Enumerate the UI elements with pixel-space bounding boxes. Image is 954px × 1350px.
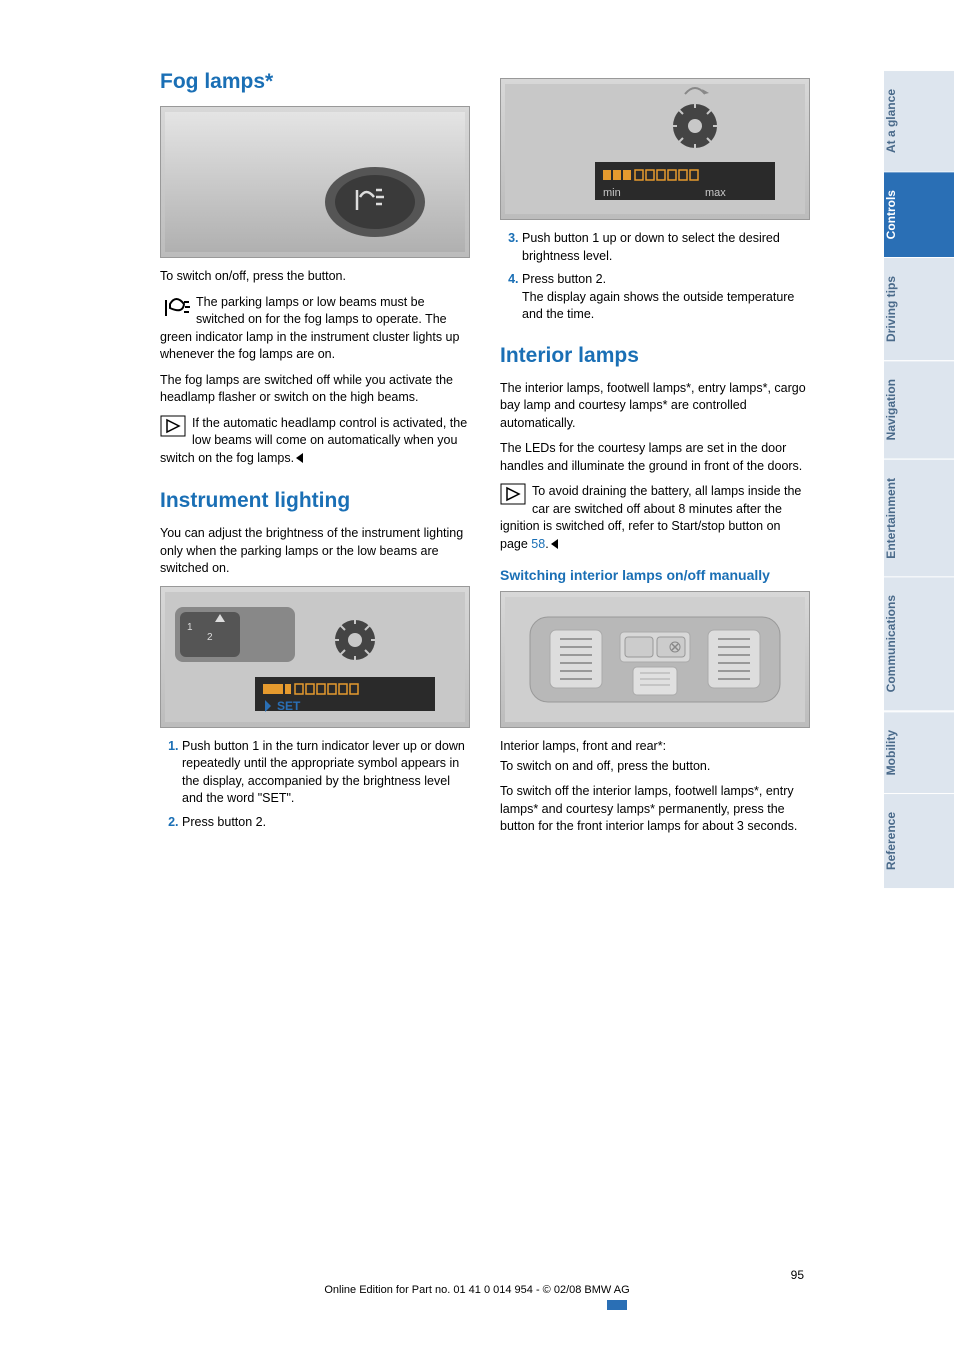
text-adjust-brightness: You can adjust the brightness of the ins… [160,525,470,578]
text-interior-front-rear: Interior lamps, front and rear*: [500,738,810,756]
page: At a glance Controls Driving tips Naviga… [0,0,954,1350]
page-footer: 95 Online Edition for Part no. 01 41 0 0… [0,1268,954,1310]
page-number: 95 [0,1268,954,1282]
tab-at-a-glance[interactable]: At a glance [884,70,954,171]
step-4a-text: Press button 2. [522,272,606,286]
tab-controls[interactable]: Controls [884,171,954,257]
step-3-text: Push button 1 up or down to select the d… [522,231,780,263]
list-instrument-steps-b: Push button 1 up or down to select the d… [500,230,810,324]
figure-instrument-set: 1 2 [160,586,470,728]
step-1-text: Push button 1 in the turn indicator leve… [182,739,465,806]
figure-fog-lamp-button [160,106,470,258]
triangle-note-icon [160,415,186,437]
text-parking-lamps-body: The parking lamps or low beams must be s… [160,295,459,362]
step-2-press-button: Press button 2. [182,814,470,832]
list-instrument-steps-a: Push button 1 in the turn indicator leve… [160,738,470,832]
text-interior-press: To switch on and off, press the button. [500,758,810,776]
figure-interior-lamp-panel [500,591,810,728]
text-auto-headlamp-body: If the automatic headlamp control is act… [160,416,467,465]
brightness-minmax-illustration: min max [505,84,805,214]
text-battery-end: . [545,537,548,551]
text-interior-off-permanent: To switch off the interior lamps, footwe… [500,783,810,836]
heading-switching-manual: Switching interior lamps on/off manually [500,567,810,583]
end-marker-icon [551,539,558,549]
heading-interior-lamps: Interior lamps [500,344,810,368]
step-3-select-brightness: Push button 1 up or down to select the d… [522,230,810,265]
svg-text:2: 2 [207,632,213,643]
heading-fog-lamps: Fog lamps* [160,70,470,94]
svg-text:min: min [603,187,621,199]
content-columns: Fog lamps* [160,70,884,844]
text-interior-auto: The interior lamps, footwell lamps*, ent… [500,380,810,433]
svg-text:SET: SET [277,699,301,713]
text-auto-headlamp-note: If the automatic headlamp control is act… [160,415,470,468]
side-tabs: At a glance Controls Driving tips Naviga… [884,70,954,888]
text-fog-off-highbeam: The fog lamps are switched off while you… [160,372,470,407]
triangle-note-icon [500,483,526,505]
step-4-press-button: Press button 2. The display again shows … [522,271,810,324]
link-page-58[interactable]: 58 [531,537,545,551]
footer-copyright: Online Edition for Part no. 01 41 0 014 … [0,1284,954,1296]
figure-brightness-minmax: min max [500,78,810,220]
tab-entertainment[interactable]: Entertainment [884,459,954,577]
tab-reference[interactable]: Reference [884,793,954,888]
instrument-set-illustration: 1 2 [165,592,465,722]
right-column: min max Push button 1 up or down to sele… [500,70,810,844]
interior-lamp-illustration [505,597,805,722]
end-marker-icon [296,453,303,463]
text-parking-lamps-note: The parking lamps or low beams must be s… [160,294,470,364]
tab-mobility[interactable]: Mobility [884,711,954,793]
fog-lamp-illustration [165,112,465,252]
tab-navigation[interactable]: Navigation [884,360,954,458]
fog-lamp-icon [160,294,190,320]
step-1-push-button: Push button 1 in the turn indicator leve… [182,738,470,808]
page-bar-icon [607,1300,627,1310]
svg-text:1: 1 [187,622,193,633]
tab-communications[interactable]: Communications [884,576,954,710]
step-4b-text: The display again shows the outside temp… [522,290,794,322]
heading-instrument-lighting: Instrument lighting [160,489,470,513]
text-switch-onoff: To switch on/off, press the button. [160,268,470,286]
svg-text:max: max [705,187,726,199]
tab-driving-tips[interactable]: Driving tips [884,257,954,360]
text-battery-drain-note: To avoid draining the battery, all lamps… [500,483,810,553]
left-column: Fog lamps* [160,70,470,844]
text-led-courtesy: The LEDs for the courtesy lamps are set … [500,440,810,475]
step-2-text: Press button 2. [182,815,266,829]
